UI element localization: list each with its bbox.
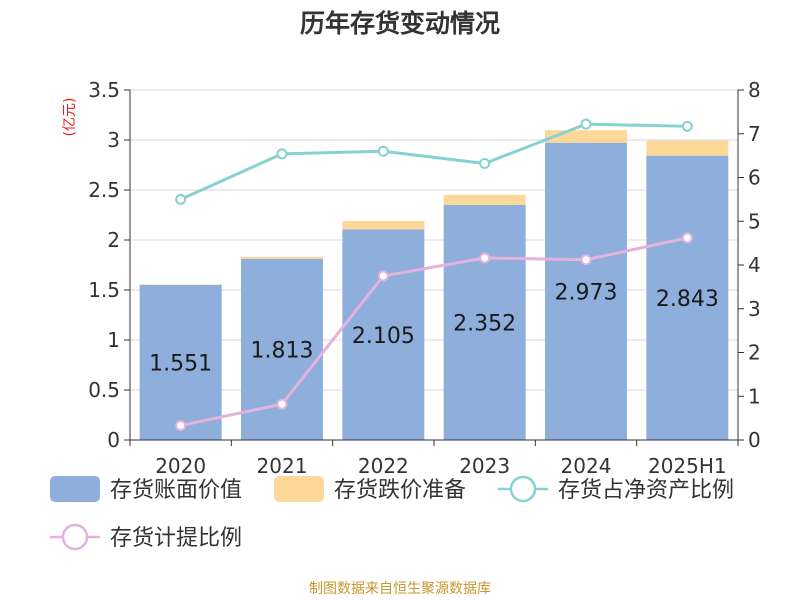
bar	[139, 284, 222, 440]
bar	[443, 194, 526, 205]
data-labels: 1.551 1.813 2.105 2.352 2.973 2.843	[149, 280, 719, 376]
bar-value-label: 2.105	[352, 324, 415, 349]
bar	[443, 204, 526, 440]
line-point	[276, 148, 288, 160]
line-point	[479, 252, 491, 264]
legend-swatch-point	[61, 523, 89, 551]
right-tick-label: 6	[748, 166, 761, 190]
left-tick-label: 2.5	[88, 178, 120, 202]
bar	[342, 221, 425, 230]
source-note: 制图数据来自恒生聚源数据库	[309, 581, 491, 597]
axes: 0 0.5 1 1.5 2 2.5 3 3.5 0 1 2 3 4 5 6 7 8 (亿元) 2020 2021 202…	[62, 78, 761, 478]
x-tick-label: 2024	[561, 454, 612, 478]
bar	[646, 155, 729, 440]
bar	[139, 284, 222, 285]
line-point	[377, 270, 389, 282]
line-point	[681, 120, 693, 132]
lines	[175, 118, 693, 432]
legend-label: 存货账面价值	[110, 478, 242, 503]
bar-value-label: 2.973	[555, 280, 618, 305]
x-tick-label: 2022	[358, 454, 409, 478]
left-tick-label: 3	[107, 128, 120, 152]
left-tick-label: 1.5	[88, 278, 120, 302]
left-tick-label: 1	[107, 328, 120, 352]
legend-label: 存货占净资产比例	[558, 478, 734, 503]
bar-value-label: 1.813	[251, 338, 314, 363]
line-point	[175, 193, 187, 205]
right-tick-label: 2	[748, 341, 761, 365]
line-point	[175, 420, 187, 432]
bar-value-label: 2.352	[453, 311, 516, 336]
bar	[646, 140, 729, 156]
x-tick-label: 2020	[155, 454, 206, 478]
legend-swatch	[274, 476, 324, 502]
bar	[342, 229, 425, 440]
legend-label: 存货计提比例	[110, 526, 242, 551]
bars	[139, 130, 729, 440]
series-line	[180, 122, 688, 201]
bar-value-label: 2.843	[656, 287, 719, 312]
left-axis-unit: (亿元)	[62, 98, 78, 137]
bar	[545, 142, 627, 440]
right-tick-label: 1	[748, 384, 761, 408]
x-tick-label: 2021	[257, 454, 308, 478]
left-tick-label: 3.5	[88, 78, 120, 102]
series-line	[180, 236, 688, 428]
right-tick-label: 8	[748, 78, 761, 102]
left-tick-label: 0	[107, 428, 120, 452]
bar	[241, 256, 323, 259]
chart-title: 历年存货变动情况	[299, 9, 500, 38]
line-point	[276, 398, 288, 410]
x-tick-label: 2025H1	[648, 454, 727, 478]
left-tick-label: 0.5	[88, 378, 120, 402]
line-point	[377, 145, 389, 157]
left-tick-label: 2	[107, 228, 120, 252]
right-tick-label: 5	[748, 209, 761, 233]
right-tick-label: 4	[748, 253, 761, 277]
line-point	[479, 158, 491, 169]
legend-swatch-point	[509, 475, 537, 503]
legend-swatch	[50, 476, 100, 502]
right-tick-label: 7	[748, 122, 761, 146]
bar-value-label: 1.551	[149, 351, 212, 376]
legend-label: 存货跌价准备	[334, 478, 466, 503]
right-tick-label: 0	[748, 428, 761, 452]
x-tick-label: 2023	[459, 454, 510, 478]
right-tick-label: 3	[748, 297, 761, 321]
line-point	[580, 254, 592, 266]
line-point	[681, 232, 693, 244]
line-point	[580, 118, 592, 130]
